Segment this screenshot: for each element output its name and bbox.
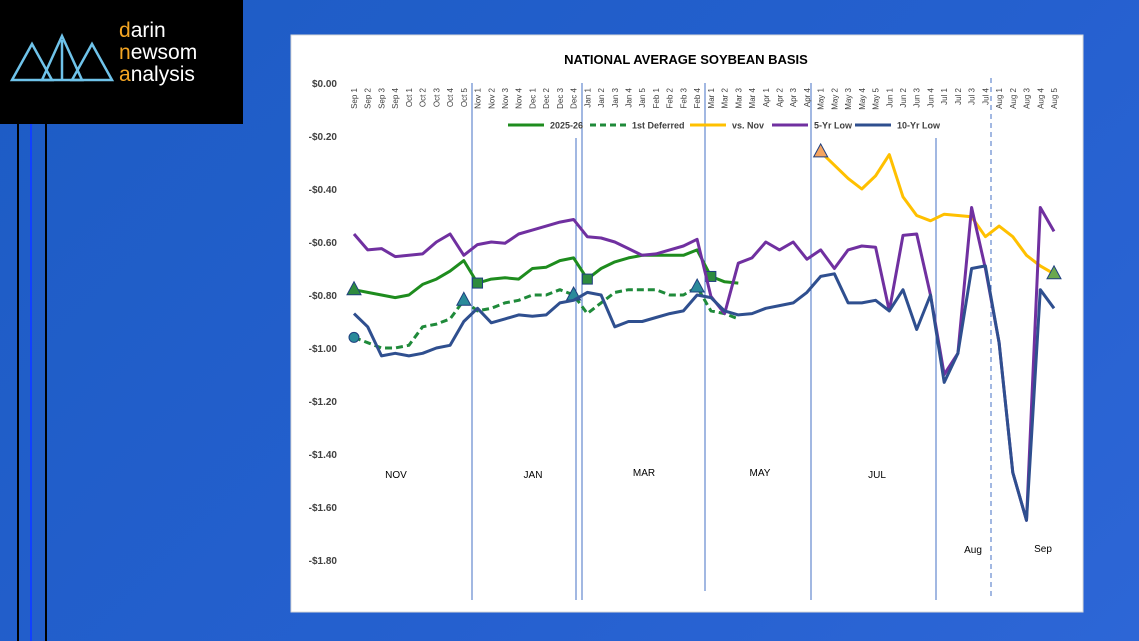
month-label: NOV (385, 470, 407, 481)
x-tick-label: Aug 3 (1023, 87, 1032, 108)
logo-line: analysis (119, 63, 195, 86)
x-tick-label: Sep 1 (350, 87, 359, 108)
x-tick-label: Oct 1 (405, 87, 414, 107)
x-tick-label: Apr 3 (789, 87, 798, 107)
month-label: MAY (750, 468, 771, 479)
y-tick-label: -$1.20 (309, 397, 338, 408)
month-dividers (471, 78, 992, 600)
x-tick-label: Aug 5 (1050, 87, 1059, 108)
x-tick-label: Aug 4 (1036, 87, 1045, 108)
x-tick-label: Nov 3 (501, 87, 510, 108)
x-tick-label: Mar 4 (748, 87, 757, 108)
chart-panel (290, 34, 1084, 613)
legend-label: 1st Deferred (632, 121, 685, 131)
x-tick-label: May 5 (872, 87, 881, 109)
x-tick-label: May 1 (817, 87, 826, 109)
y-tick-label: -$1.40 (309, 450, 338, 461)
y-tick-label: -$0.60 (309, 238, 338, 249)
y-tick-label: -$0.80 (309, 291, 338, 302)
x-tick-label: Sep 2 (364, 87, 373, 108)
series-line (353, 248, 739, 300)
logo-line: darin (119, 19, 166, 42)
chart-title: NATIONAL AVERAGE SOYBEAN BASIS (564, 52, 808, 67)
x-tick-label: Feb 4 (693, 87, 702, 108)
x-tick-label: Dec 4 (570, 87, 579, 108)
x-tick-label: Sep 4 (391, 87, 400, 108)
y-tick-label: -$1.80 (309, 556, 338, 567)
legend-label: 10-Yr Low (897, 121, 941, 131)
x-tick-label: Jan 4 (625, 87, 634, 107)
x-tick-label: Oct 2 (419, 87, 428, 107)
x-tick-label: Nov 4 (515, 87, 524, 108)
marker (581, 273, 593, 285)
x-tick-label: Mar 2 (721, 87, 730, 108)
x-tick-label: Dec 3 (556, 87, 565, 108)
marker (812, 142, 829, 158)
x-tick-label: Jan 2 (597, 87, 606, 107)
x-tick-label: Jun 3 (913, 87, 922, 107)
month-label: Sep (1034, 544, 1052, 555)
month-label: JUL (868, 470, 886, 481)
logo-text: darin newsom analysis (119, 20, 197, 86)
marker (689, 277, 705, 293)
x-tick-label: Nov 2 (487, 87, 496, 108)
x-tick-label: Dec 2 (542, 87, 551, 108)
x-tick-label: Feb 1 (652, 87, 661, 108)
month-label: Aug (964, 545, 982, 556)
x-tick-label: Feb 3 (679, 87, 688, 108)
x-tick-label: Jul 2 (954, 87, 963, 104)
y-tick-label: -$0.40 (309, 185, 338, 196)
x-tick-label: Aug 2 (1009, 87, 1018, 108)
marker (1046, 264, 1062, 280)
x-tick-label: May 4 (858, 87, 867, 109)
x-tick-label: May 2 (830, 87, 839, 109)
left-rules (17, 124, 47, 641)
legend-label: vs. Nov (732, 121, 764, 131)
marker (346, 280, 362, 296)
logo: darin newsom analysis (0, 0, 243, 124)
series-line (819, 150, 1055, 276)
x-tick-label: Jan 1 (583, 87, 592, 107)
x-tick-label: Aug 1 (995, 87, 1004, 108)
x-tick-label: Dec 1 (528, 87, 537, 108)
x-tick-label: Jul 4 (981, 87, 990, 104)
x-tick-label: Feb 2 (666, 87, 675, 108)
x-tick-label: Mar 3 (734, 87, 743, 108)
x-tick-label: Mar 1 (707, 87, 716, 108)
x-tick-label: Jun 2 (899, 87, 908, 107)
x-tick-label: Jun 4 (926, 87, 935, 107)
y-tick-label: -$1.60 (309, 503, 338, 514)
x-tick-label: Apr 4 (803, 87, 812, 107)
marker (472, 277, 484, 289)
x-tick-label: Oct 3 (432, 87, 441, 107)
x-tick-label: Nov 1 (474, 87, 483, 108)
x-tick-label: Apr 2 (775, 87, 784, 107)
series-line (353, 285, 739, 350)
x-tick-label: Oct 5 (460, 87, 469, 107)
y-tick-label: -$0.20 (309, 132, 338, 143)
x-tick-label: May 3 (844, 87, 853, 109)
month-label: MAR (633, 468, 655, 479)
series-line (352, 264, 1056, 522)
x-tick-label: Jun 1 (885, 87, 894, 107)
y-tick-label: -$1.00 (309, 344, 338, 355)
x-tick-label: Sep 3 (377, 87, 386, 108)
x-tick-label: Apr 1 (762, 87, 771, 107)
logo-icon (9, 32, 115, 82)
x-tick-label: Jan 3 (611, 87, 620, 107)
x-tick-label: Oct 4 (446, 87, 455, 107)
x-tick-label: Jan 5 (638, 87, 647, 107)
y-tick-label: $0.00 (312, 79, 337, 90)
month-label: JAN (524, 470, 543, 481)
x-tick-label: Jul 3 (968, 87, 977, 104)
marker (348, 331, 360, 343)
legend-label: 5-Yr Low (814, 121, 853, 131)
logo-line: newsom (119, 41, 198, 64)
marker (455, 291, 472, 306)
legend-label: 2025-26 (550, 121, 583, 131)
x-tick-label: Jul 1 (940, 87, 949, 104)
